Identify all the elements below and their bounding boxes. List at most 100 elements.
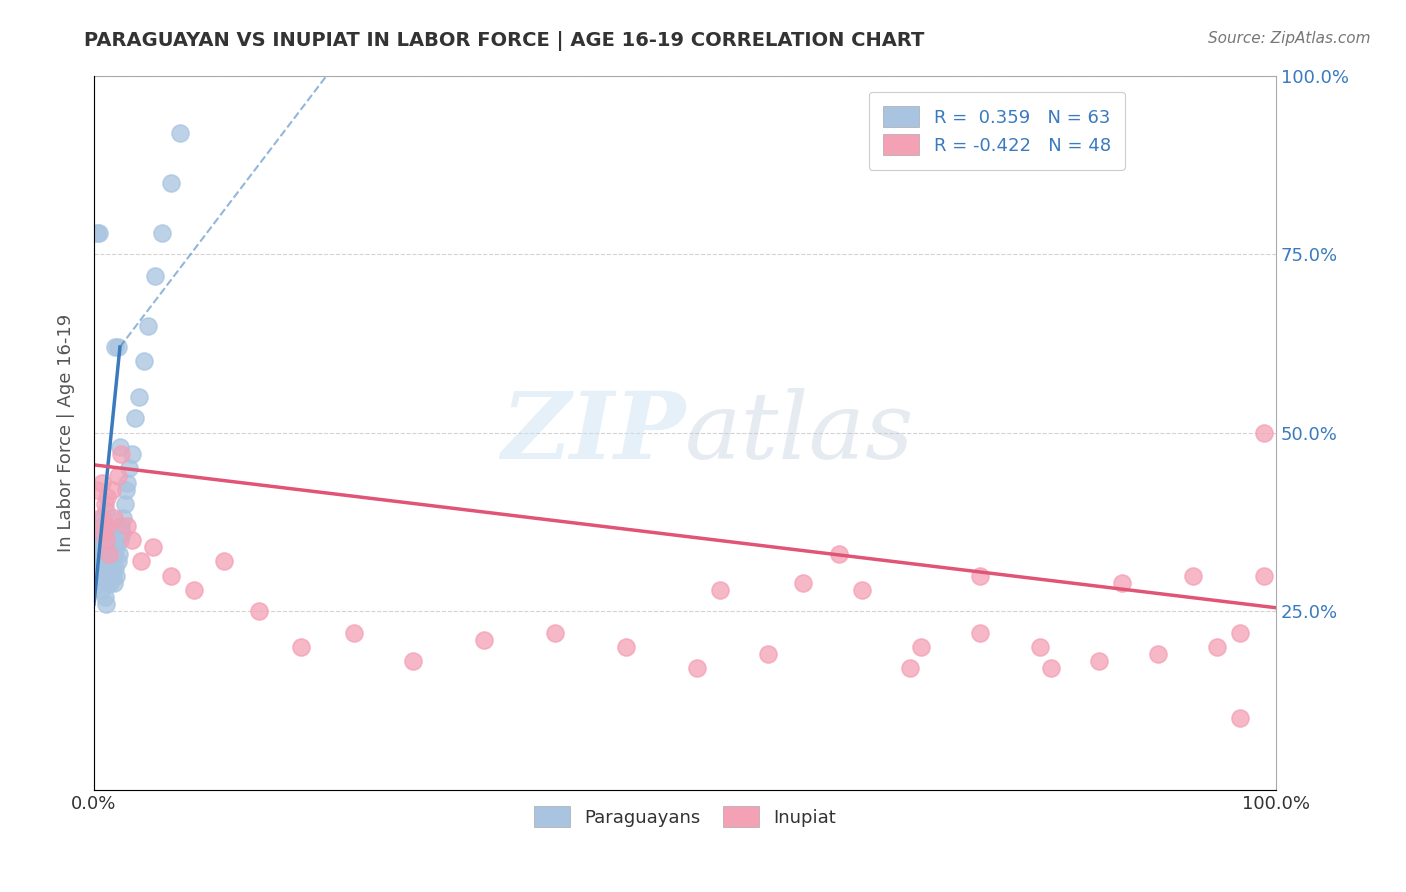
Point: [183, 582, 205, 597]
Point: [87, 547, 110, 561]
Point: [827, 547, 849, 561]
Point: [93, 525, 115, 540]
Point: [96, 547, 118, 561]
Point: [1182, 568, 1205, 582]
Point: [898, 661, 921, 675]
Point: [249, 604, 271, 618]
Point: [969, 625, 991, 640]
Point: [1087, 654, 1109, 668]
Point: [93, 590, 115, 604]
Point: [91, 582, 114, 597]
Point: [686, 661, 709, 675]
Point: [136, 318, 159, 333]
Point: [86, 226, 108, 240]
Point: [89, 511, 111, 525]
Point: [100, 483, 122, 497]
Point: [142, 540, 165, 554]
Point: [104, 561, 127, 575]
Point: [169, 126, 191, 140]
Point: [86, 483, 108, 497]
Point: [93, 533, 115, 547]
Text: atlas: atlas: [685, 388, 914, 478]
Point: [1229, 711, 1251, 725]
Point: [91, 475, 114, 490]
Point: [98, 547, 121, 561]
Point: [105, 568, 128, 582]
Point: [104, 533, 127, 547]
Point: [100, 547, 122, 561]
Point: [709, 582, 731, 597]
Point: [96, 490, 118, 504]
Point: [1229, 625, 1251, 640]
Point: [121, 447, 143, 461]
Point: [128, 390, 150, 404]
Point: [112, 511, 135, 525]
Point: [101, 568, 124, 582]
Point: [100, 525, 122, 540]
Point: [90, 525, 112, 540]
Point: [89, 568, 111, 582]
Point: [969, 568, 991, 582]
Point: [121, 533, 143, 547]
Point: [93, 511, 115, 525]
Point: [108, 533, 131, 547]
Text: PARAGUAYAN VS INUPIAT IN LABOR FORCE | AGE 16-19 CORRELATION CHART: PARAGUAYAN VS INUPIAT IN LABOR FORCE | A…: [84, 31, 925, 51]
Point: [107, 547, 129, 561]
Point: [96, 518, 118, 533]
Point: [86, 533, 108, 547]
Point: [91, 518, 114, 533]
Point: [94, 540, 117, 554]
Point: [111, 525, 134, 540]
Point: [145, 268, 167, 283]
Point: [103, 511, 125, 525]
Point: [851, 582, 873, 597]
Point: [472, 632, 495, 647]
Point: [290, 640, 312, 654]
Point: [93, 568, 115, 582]
Point: [152, 226, 174, 240]
Point: [118, 461, 141, 475]
Legend: Paraguayans, Inupiat: Paraguayans, Inupiat: [527, 799, 844, 835]
Point: [94, 533, 117, 547]
Point: [756, 647, 779, 661]
Point: [107, 554, 129, 568]
Point: [90, 561, 112, 575]
Point: [1253, 568, 1275, 582]
Point: [159, 176, 181, 190]
Point: [1205, 640, 1227, 654]
Point: [107, 340, 129, 354]
Point: [98, 533, 121, 547]
Point: [124, 411, 146, 425]
Point: [98, 561, 121, 575]
Point: [544, 625, 567, 640]
Point: [212, 554, 235, 568]
Point: [1028, 640, 1050, 654]
Text: ZIP: ZIP: [501, 388, 685, 478]
Point: [97, 518, 120, 533]
Point: [614, 640, 637, 654]
Point: [97, 575, 120, 590]
Point: [107, 468, 129, 483]
Point: [110, 518, 132, 533]
Point: [115, 475, 138, 490]
Text: Source: ZipAtlas.com: Source: ZipAtlas.com: [1208, 31, 1371, 46]
Point: [402, 654, 425, 668]
Point: [105, 540, 128, 554]
Point: [93, 547, 115, 561]
Point: [1040, 661, 1063, 675]
Point: [103, 575, 125, 590]
Point: [93, 497, 115, 511]
Point: [100, 561, 122, 575]
Point: [103, 547, 125, 561]
Point: [108, 440, 131, 454]
Point: [97, 554, 120, 568]
Point: [114, 497, 136, 511]
Point: [104, 340, 127, 354]
Point: [1146, 647, 1168, 661]
Point: [93, 575, 115, 590]
Point: [792, 575, 814, 590]
Point: [89, 540, 111, 554]
Point: [343, 625, 366, 640]
Point: [100, 575, 122, 590]
Point: [86, 554, 108, 568]
